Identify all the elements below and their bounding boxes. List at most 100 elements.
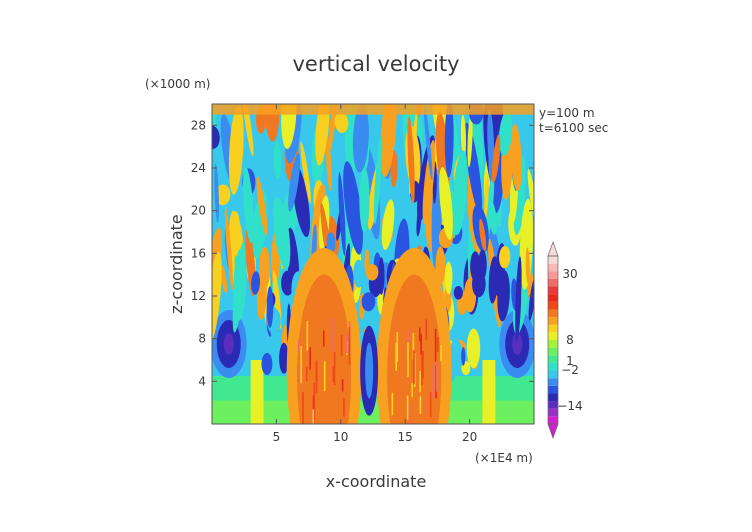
turbulent-cell (435, 246, 446, 284)
wave-streak (422, 139, 436, 224)
colorbar-segment (548, 286, 558, 295)
turbulent-cell (466, 328, 481, 369)
turbulent-cell (281, 270, 295, 296)
colorbar-segment (548, 401, 558, 409)
downdraft-core (223, 333, 234, 355)
updraft-filament (425, 319, 428, 340)
wave-streak (416, 203, 422, 237)
turbulent-cell (261, 352, 273, 375)
colorbar-tick-label: 30 (562, 267, 577, 281)
colorbar-segment (548, 378, 558, 386)
updraft-filament (413, 350, 415, 385)
turbulent-cell (365, 263, 379, 281)
colorbar-segment (548, 271, 558, 279)
updraft-filament (431, 364, 433, 400)
updraft-filament (305, 367, 308, 382)
turbulent-cell (266, 286, 274, 328)
wave-streak (510, 123, 522, 191)
wave-streak (334, 112, 349, 134)
colorbar-segment (548, 278, 558, 287)
colorbar-tick-label: −2 (561, 363, 579, 377)
wave-streak (439, 166, 453, 240)
wave-streak (491, 134, 501, 183)
uniform-column (250, 360, 264, 424)
x-tick-label: 20 (462, 430, 477, 444)
updraft-filament (345, 335, 348, 354)
colorbar-segment (548, 385, 558, 394)
colorbar-segment (548, 393, 558, 402)
updraft-filament (421, 353, 423, 386)
turbulent-cell (461, 347, 466, 366)
x-tick-label: 5 (273, 430, 281, 444)
wave-streak (214, 163, 219, 223)
updraft-filament (406, 395, 409, 420)
colorbar-tick-label: −14 (557, 399, 582, 413)
central-downdraft-inner (365, 342, 374, 399)
y-tick-label: 20 (191, 204, 206, 218)
x-unit-label: (×1E4 m) (475, 451, 533, 465)
updraft-filament (434, 328, 437, 362)
y-tick-label: 24 (191, 161, 206, 175)
wave-streak (273, 196, 291, 270)
updraft-filament (302, 392, 304, 424)
wave-streak (228, 105, 244, 195)
updraft-filament (435, 361, 438, 392)
turbulent-cell (353, 259, 365, 288)
wave-streak (215, 184, 231, 206)
wave-streak (300, 141, 312, 204)
colorbar-max-arrow (547, 240, 559, 257)
colorbar-segment (548, 324, 558, 333)
y-unit-label: (×1000 m) (145, 77, 210, 91)
turbulent-cell (444, 261, 453, 295)
turbulent-cell (449, 338, 463, 373)
updraft-filament (348, 327, 351, 365)
x-tick-label: 15 (398, 430, 413, 444)
updraft-filament (418, 327, 421, 342)
x-axis: 5 10 15 20 (273, 104, 477, 444)
wave-streak (338, 172, 346, 256)
wave-streak (484, 174, 489, 221)
x-axis-title: x-coordinate (326, 472, 427, 491)
colorbar-segment (548, 408, 558, 417)
updraft-filament (412, 332, 415, 360)
wave-streak (527, 169, 534, 225)
downdraft-core (512, 333, 523, 355)
wave-streak (256, 176, 268, 236)
wave-streak (479, 218, 487, 252)
updraft-filament (312, 409, 315, 424)
wave-streak (242, 166, 254, 244)
wave-streak (251, 271, 261, 295)
colorbar-segment (548, 317, 558, 325)
colorbar-segment (548, 263, 558, 272)
updraft-filament (414, 353, 416, 387)
wave-streak (460, 114, 467, 158)
updraft-filament (313, 383, 316, 421)
plot-area (212, 104, 534, 424)
top-cap (212, 104, 534, 115)
y-tick-label: 16 (191, 246, 206, 260)
y-tick-label: 4 (198, 374, 206, 388)
wave-streak (373, 134, 383, 224)
wave-streak (515, 256, 522, 342)
wave-streak (288, 152, 301, 212)
wave-streak (326, 232, 336, 254)
updraft-filament (422, 396, 425, 414)
updraft-filament (341, 379, 344, 392)
colorbar-segment (548, 309, 558, 318)
colorbar-frame (547, 255, 559, 425)
colorbar-segment (548, 301, 558, 310)
wave-streak (359, 167, 370, 233)
turbulent-cell (453, 286, 463, 300)
updraft-filament (332, 366, 335, 383)
turbulent-cell (361, 292, 376, 312)
colorbar-min-arrow (547, 423, 559, 440)
wave-streak (467, 113, 473, 168)
updraft-filament (419, 396, 422, 414)
wave-streak (499, 245, 511, 269)
chart-title: vertical velocity (292, 52, 459, 76)
colorbar: 30 8 1−2 −14 (547, 240, 583, 440)
updraft-filament (411, 382, 413, 398)
wave-streak (241, 104, 254, 157)
updraft-filament (297, 339, 300, 352)
